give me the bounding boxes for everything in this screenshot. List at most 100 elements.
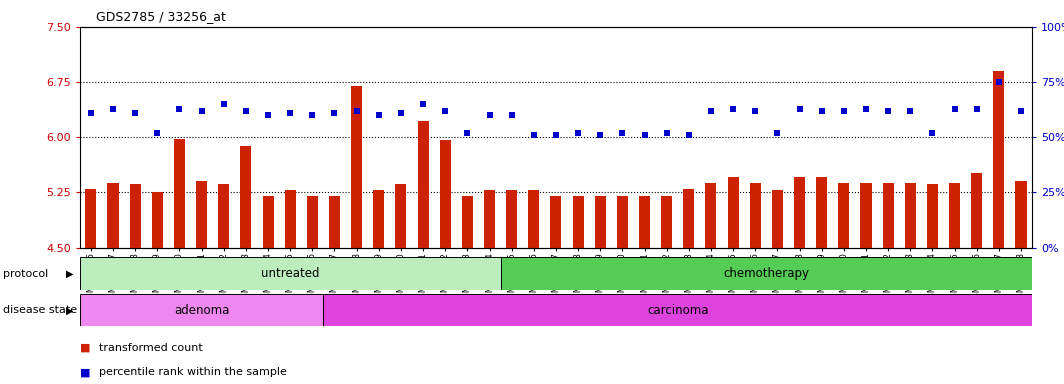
Bar [595,196,605,248]
Bar [351,86,362,248]
Point [481,112,498,118]
Bar [683,189,695,248]
Point [569,130,586,136]
Point [326,110,343,116]
Bar [196,182,207,248]
Point [835,108,852,114]
Bar [728,177,738,248]
Point [659,130,676,136]
Bar [617,196,628,248]
Point [436,108,453,114]
Point [260,112,277,118]
Point [127,110,144,116]
Point [592,132,609,138]
Point [680,132,697,138]
Bar [705,183,716,248]
Bar [949,183,960,248]
Bar [329,196,340,248]
Bar [80,257,500,290]
Point [459,130,476,136]
Point [702,108,719,114]
Point [614,130,631,136]
Bar [373,190,384,248]
Bar [484,190,495,248]
Point [104,106,121,112]
Bar [218,184,229,248]
Bar [173,139,185,248]
Point [526,132,543,138]
Bar [500,257,1032,290]
Bar [794,177,805,248]
Point [547,132,564,138]
Bar [550,196,562,248]
Point [725,106,742,112]
Point [880,108,897,114]
Point [215,101,232,107]
Text: transformed count: transformed count [99,343,203,353]
Bar [152,192,163,248]
Point [924,130,941,136]
Point [237,108,254,114]
Bar [838,183,849,248]
Bar [661,196,672,248]
Bar [528,190,539,248]
Point [282,110,299,116]
Point [304,112,321,118]
Point [1013,108,1030,114]
Bar [750,183,761,248]
Bar [323,294,1032,326]
Bar [306,196,318,248]
Bar [883,183,894,248]
Bar [506,190,517,248]
Bar [1015,182,1027,248]
Bar [263,196,273,248]
Point [791,106,808,112]
Point [858,106,875,112]
Text: adenoma: adenoma [173,304,229,316]
Text: ■: ■ [80,343,90,353]
Bar [285,190,296,248]
Text: percentile rank within the sample: percentile rank within the sample [99,367,287,377]
Bar [240,146,251,248]
Bar [971,173,982,248]
Point [171,106,188,112]
Text: ■: ■ [80,367,90,377]
Point [813,108,830,114]
Point [968,106,985,112]
Point [415,101,432,107]
Text: GDS2785 / 33256_at: GDS2785 / 33256_at [96,10,226,23]
Bar [639,196,650,248]
Bar [861,183,871,248]
Point [946,106,963,112]
Point [82,110,99,116]
Point [769,130,786,136]
Bar [572,196,584,248]
Text: protocol: protocol [3,269,49,279]
Point [193,108,210,114]
Point [902,108,919,114]
Bar [80,294,323,326]
Bar [130,184,140,248]
Point [636,132,653,138]
Text: untreated: untreated [261,267,319,280]
Bar [439,140,451,248]
Point [370,112,387,118]
Point [747,108,764,114]
Point [348,108,365,114]
Text: carcinoma: carcinoma [647,304,709,316]
Point [503,112,520,118]
Bar [417,121,429,248]
Bar [396,184,406,248]
Text: disease state: disease state [3,305,78,315]
Point [149,130,166,136]
Point [991,79,1008,85]
Text: chemotherapy: chemotherapy [724,267,810,280]
Bar [85,189,97,248]
Bar [816,177,827,248]
Bar [994,71,1004,248]
Text: ▶: ▶ [66,305,73,315]
Bar [927,184,938,248]
Point [393,110,410,116]
Bar [771,190,783,248]
Bar [462,196,472,248]
